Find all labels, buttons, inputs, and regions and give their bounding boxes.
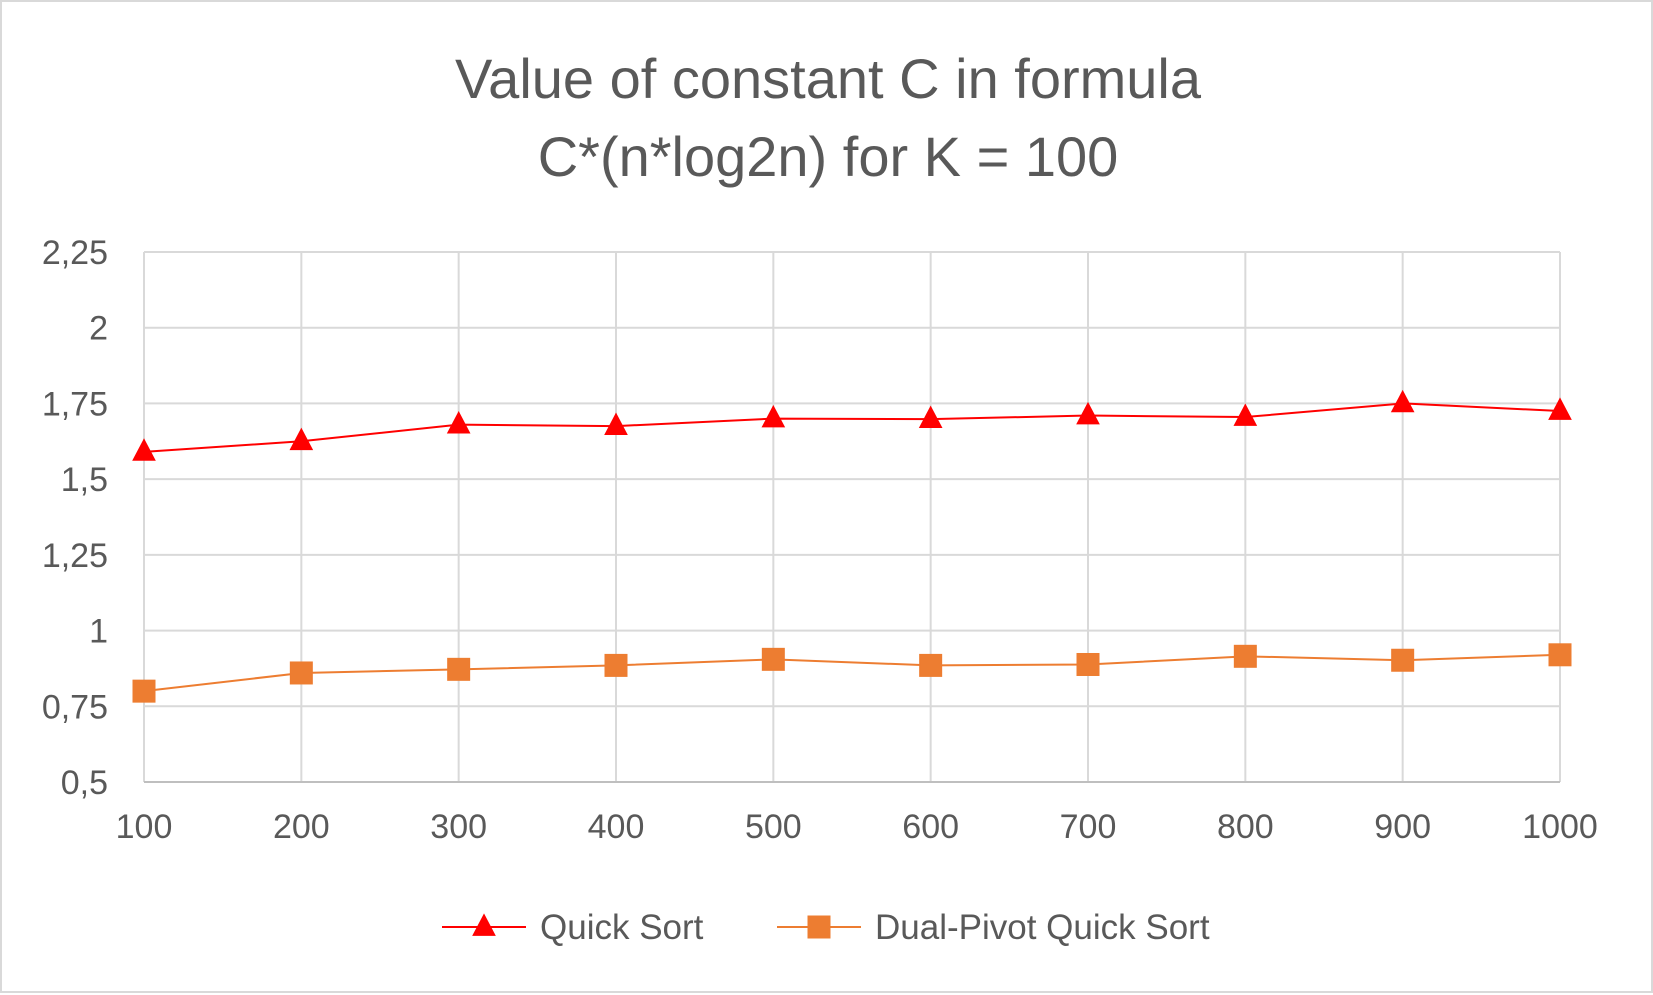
data-point-dual-pivot-quick-sort [289,661,313,685]
data-point-quick-sort [761,404,786,428]
x-tick-label: 700 [1060,808,1117,846]
legend-item-quick-sort: Quick Sort [442,908,704,947]
x-tick-label: 200 [273,808,330,846]
data-point-quick-sort [1076,401,1100,425]
legend: Quick Sort Dual-Pivot Quick Sort [442,908,1210,947]
y-tick-label: 1,5 [61,461,108,499]
legend-marker-quick-sort [472,913,496,936]
x-tick-label: 600 [902,808,959,846]
legend-label-quick-sort: Quick Sort [540,908,704,947]
series-line-dual-pivot-quick-sort [143,653,1561,693]
x-tick-label: 900 [1374,808,1431,846]
data-point-dual-pivot-quick-sort [1076,652,1100,676]
legend-label-dual-pivot-quick-sort: Dual-Pivot Quick Sort [875,908,1210,947]
y-tick-label: 0,75 [42,688,108,726]
data-point-quick-sort [446,411,471,434]
y-axis-tick-labels: 0,5 0,75 1 1,25 1,5 1,75 2 2,25 [42,234,108,802]
y-tick-label: 1,25 [42,537,108,575]
y-tick-label: 1,75 [42,385,108,423]
data-point-dual-pivot-quick-sort [761,647,785,671]
series-quick-sort [132,389,1572,461]
series-dual-pivot-quick-sort [132,643,1572,703]
data-point-quick-sort [918,405,943,429]
x-tick-label: 300 [430,808,487,846]
x-tick-label: 800 [1217,808,1274,846]
gridlines [143,251,1561,783]
y-tick-label: 2,25 [42,234,108,272]
chart-title-line-1: Value of constant C in formula [455,47,1202,110]
data-point-dual-pivot-quick-sort [604,653,628,677]
data-point-quick-sort [1233,403,1258,426]
data-point-dual-pivot-quick-sort [1233,644,1257,668]
legend-marker-dual-pivot-quick-sort [807,915,831,939]
x-tick-label: 400 [588,808,645,846]
data-point-dual-pivot-quick-sort [132,679,156,703]
data-point-dual-pivot-quick-sort [1391,648,1415,672]
x-axis-tick-labels: 100 200 300 400 500 600 700 800 900 1000 [116,808,1598,846]
data-point-quick-sort [132,438,156,461]
data-point-dual-pivot-quick-sort [447,657,471,681]
y-tick-label: 0,5 [61,764,108,802]
y-tick-label: 1 [89,613,108,651]
x-tick-label: 100 [116,808,173,846]
x-tick-label: 1000 [1522,808,1598,846]
data-point-quick-sort [289,427,314,451]
data-point-dual-pivot-quick-sort [919,653,943,677]
y-tick-label: 2 [89,310,108,348]
data-point-dual-pivot-quick-sort [1548,643,1572,667]
chart-title: Value of constant C in formula C*(n*log2… [455,47,1202,188]
x-tick-label: 500 [745,808,802,846]
chart-title-line-2: C*(n*log2n) for K = 100 [538,125,1119,188]
legend-item-dual-pivot-quick-sort: Dual-Pivot Quick Sort [777,908,1210,947]
data-point-quick-sort [1548,397,1572,420]
series-line-quick-sort [143,402,1561,453]
data-point-quick-sort [604,412,628,436]
data-series [132,389,1572,703]
data-point-quick-sort [1390,389,1415,413]
